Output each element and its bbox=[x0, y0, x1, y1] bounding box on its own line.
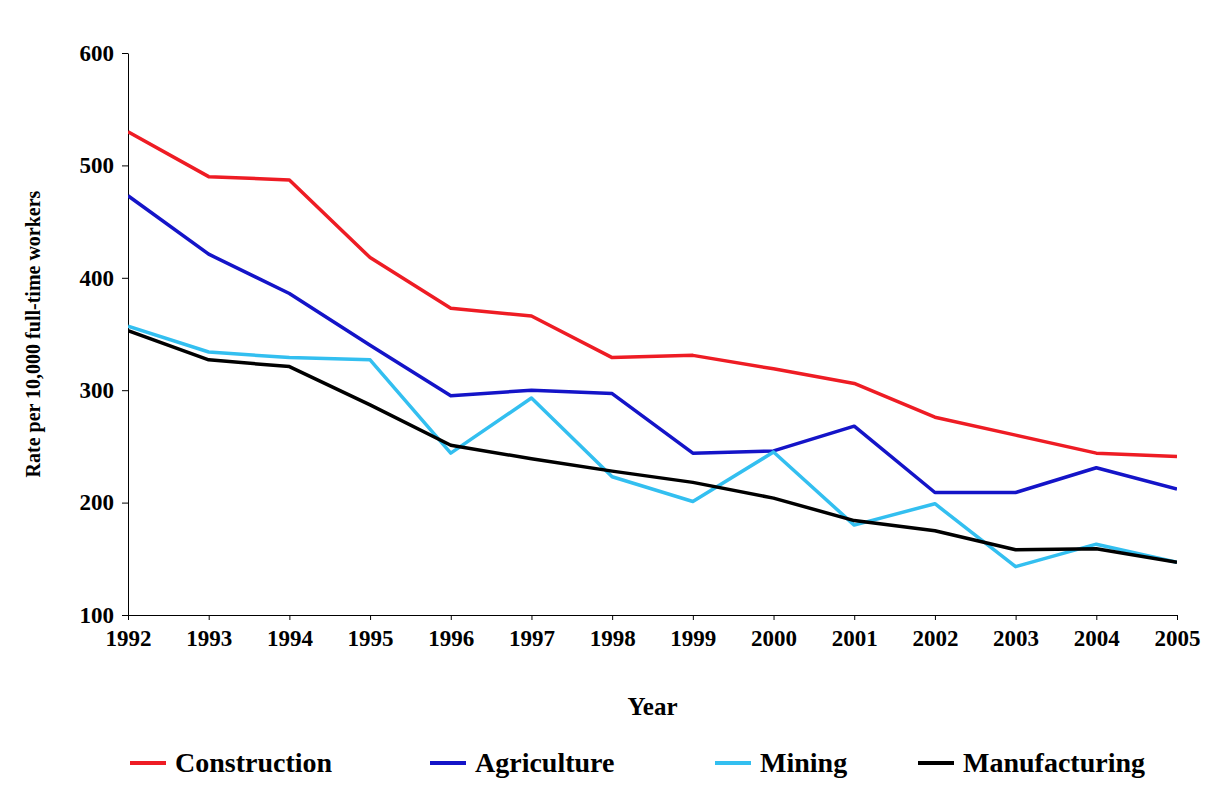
tick-mark bbox=[122, 53, 128, 54]
series-line bbox=[128, 196, 1177, 493]
tick-mark bbox=[370, 615, 371, 620]
x-axis-title: Year bbox=[628, 693, 678, 720]
tick-label: 2000 bbox=[751, 626, 797, 651]
axis-line bbox=[129, 615, 1178, 616]
tick-mark bbox=[693, 615, 694, 620]
tick: 1998 bbox=[590, 615, 636, 651]
tick-label: 2004 bbox=[1074, 626, 1121, 651]
tick: 2001 bbox=[832, 615, 878, 651]
tick-mark bbox=[128, 615, 129, 620]
axis-line bbox=[128, 54, 129, 616]
tick: 1993 bbox=[186, 615, 232, 651]
tick: 1997 bbox=[509, 615, 555, 651]
tick-label: 1997 bbox=[509, 626, 555, 651]
tick-mark bbox=[289, 615, 290, 620]
legend-item: Construction bbox=[130, 747, 333, 778]
legend-label: Construction bbox=[175, 747, 333, 778]
legend-label: Agriculture bbox=[475, 747, 614, 778]
legend-swatch bbox=[918, 761, 954, 765]
tick: 600 bbox=[80, 41, 129, 66]
tick-label: 500 bbox=[80, 153, 115, 178]
tick: 500 bbox=[80, 153, 129, 178]
tick-label: 200 bbox=[80, 490, 115, 515]
tick: 2000 bbox=[751, 615, 797, 651]
series-line bbox=[128, 132, 1177, 457]
tick: 100 bbox=[80, 603, 129, 628]
y-axis-title: Rate per 10,000 full-time workers bbox=[22, 190, 45, 477]
tick-mark bbox=[122, 503, 128, 504]
x-axis: 1992 1993 1994 1995 1996 1997 1998 1999 2000 2001… bbox=[106, 615, 1201, 651]
tick-mark bbox=[122, 165, 128, 166]
tick-mark bbox=[531, 615, 532, 620]
tick-label: 2005 bbox=[1155, 626, 1201, 651]
tick-label: 1995 bbox=[348, 626, 394, 651]
plot-area bbox=[128, 132, 1177, 567]
tick-label: 100 bbox=[80, 603, 115, 628]
tick-label: 1993 bbox=[186, 626, 232, 651]
tick-mark bbox=[935, 615, 936, 620]
tick-mark bbox=[774, 615, 775, 620]
tick: 200 bbox=[80, 490, 129, 515]
tick-mark bbox=[854, 615, 855, 620]
tick-label: 2003 bbox=[993, 626, 1039, 651]
legend-swatch bbox=[715, 761, 751, 765]
series-line bbox=[128, 326, 1177, 567]
legend-item: Mining bbox=[715, 747, 847, 778]
legend-swatch bbox=[430, 761, 466, 765]
legend-swatch bbox=[130, 761, 166, 765]
tick-label: 400 bbox=[80, 266, 115, 291]
tick-label: 1998 bbox=[590, 626, 636, 651]
tick: 2002 bbox=[912, 615, 958, 651]
tick-mark bbox=[122, 615, 128, 616]
tick-label: 300 bbox=[80, 378, 115, 403]
tick-mark bbox=[612, 615, 613, 620]
tick-mark bbox=[122, 278, 128, 279]
legend-label: Mining bbox=[760, 747, 847, 778]
tick: 400 bbox=[80, 266, 129, 291]
legend-label: Manufacturing bbox=[963, 747, 1145, 778]
tick-mark bbox=[1016, 615, 1017, 620]
tick-mark bbox=[209, 615, 210, 620]
legend-item: Manufacturing bbox=[918, 747, 1145, 778]
tick-label: 600 bbox=[80, 41, 115, 66]
series-line bbox=[128, 331, 1177, 563]
tick-mark bbox=[1096, 615, 1097, 620]
tick: 1996 bbox=[428, 615, 474, 651]
y-axis: 100 200 300 400 500 600 bbox=[80, 41, 129, 628]
tick-label: 2002 bbox=[912, 626, 958, 651]
tick-label: 1994 bbox=[267, 626, 314, 651]
legend: Construction Agriculture Mining Manufacturi… bbox=[130, 747, 1145, 778]
tick: 1995 bbox=[348, 615, 394, 651]
tick-label: 1999 bbox=[670, 626, 716, 651]
tick: 300 bbox=[80, 378, 129, 403]
tick: 1999 bbox=[670, 615, 716, 651]
tick-label: 1992 bbox=[106, 626, 152, 651]
legend-item: Agriculture bbox=[430, 747, 614, 778]
tick-label: 2001 bbox=[832, 626, 878, 651]
tick: 2004 bbox=[1074, 615, 1121, 651]
tick: 2005 bbox=[1155, 615, 1201, 651]
tick-mark bbox=[1177, 615, 1178, 620]
tick: 2003 bbox=[993, 615, 1039, 651]
chart: 1992199319941995199619971998199920002001… bbox=[0, 0, 1219, 790]
tick-mark bbox=[451, 615, 452, 620]
tick: 1994 bbox=[267, 615, 314, 651]
tick-mark bbox=[122, 390, 128, 391]
tick-label: 1996 bbox=[428, 626, 474, 651]
